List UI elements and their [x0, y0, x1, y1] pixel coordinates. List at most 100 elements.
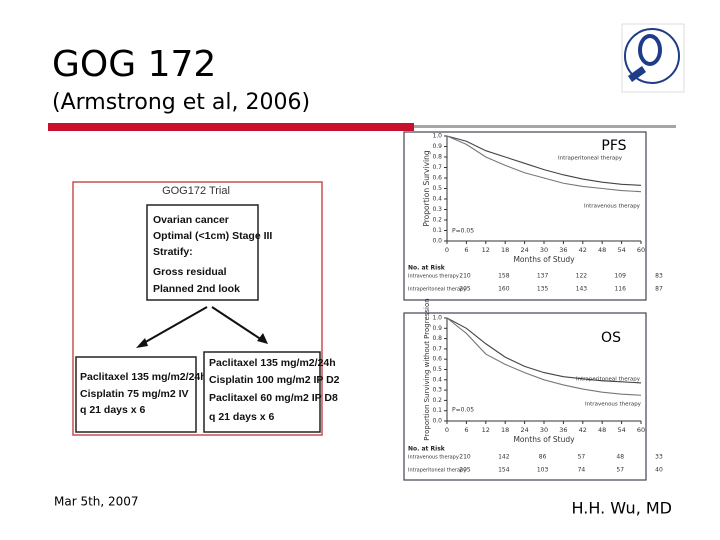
curve-label: Intraperitoneal therapy — [576, 377, 641, 383]
curve-label: Intraperitoneal therapy — [558, 156, 623, 162]
x-tick-label: 54 — [617, 426, 625, 434]
risk-count: 33 — [655, 454, 663, 461]
y-tick-label: 0.5 — [432, 185, 442, 192]
risk-count: 143 — [576, 286, 588, 293]
risk-count: 116 — [614, 286, 626, 293]
y-tick-label: 0.2 — [432, 217, 442, 224]
rule-red — [48, 123, 414, 131]
y-tick-label: 1.0 — [432, 133, 442, 140]
risk-count: 86 — [539, 454, 547, 461]
x-tick-label: 54 — [617, 246, 625, 254]
chart-tag: OS — [601, 330, 621, 346]
x-tick-label: 48 — [598, 426, 606, 434]
y-tick-label: 0.2 — [432, 397, 442, 404]
x-tick-label: 42 — [579, 426, 587, 434]
p-value: P=0.05 — [452, 228, 474, 235]
x-tick-label: 24 — [520, 246, 528, 254]
x-axis-label: Months of Study — [513, 435, 575, 444]
curve-label: Intravenous therapy — [584, 204, 641, 210]
risk-count: 122 — [576, 273, 588, 280]
x-tick-label: 30 — [540, 426, 548, 434]
y-tick-label: 0.7 — [432, 164, 442, 171]
y-tick-label: 0.0 — [432, 418, 442, 425]
x-tick-label: 12 — [482, 246, 490, 254]
chart-tag-bg — [596, 137, 632, 155]
risk-count: 205 — [459, 286, 471, 293]
y-tick-label: 0.4 — [432, 376, 442, 383]
risk-count: 210 — [459, 273, 471, 280]
risk-count: 83 — [655, 273, 663, 280]
x-tick-label: 48 — [598, 246, 606, 254]
eligibility-line: Stratify: — [153, 246, 193, 258]
survival-curve — [446, 135, 642, 193]
x-tick-label: 36 — [559, 246, 567, 254]
slide-title: GOG 172 — [52, 44, 216, 85]
logo — [621, 23, 685, 93]
footer-author: H.H. Wu, MD — [572, 499, 672, 518]
survival-curve — [446, 317, 642, 384]
risk-count: 87 — [655, 286, 663, 293]
curve-label: Intravenous therapy — [585, 402, 642, 408]
eligibility-line: Optimal (<1cm) Stage III — [153, 230, 272, 242]
risk-table-title: No. at Risk — [408, 446, 446, 453]
diagram-title: GOG172 Trial — [162, 185, 230, 197]
y-tick-label: 0.9 — [432, 143, 442, 150]
risk-count: 74 — [578, 467, 586, 474]
x-tick-label: 6 — [464, 246, 468, 254]
x-tick-label: 36 — [559, 426, 567, 434]
risk-count: 142 — [498, 454, 510, 461]
x-tick-label: 6 — [464, 426, 468, 434]
eligibility-line: Gross residual — [153, 266, 227, 278]
risk-count: 210 — [459, 454, 471, 461]
arm-line: Cisplatin 100 mg/m2 IP D2 — [209, 374, 340, 386]
arrow-head — [136, 338, 148, 348]
x-tick-label: 42 — [579, 246, 587, 254]
y-tick-label: 0.1 — [432, 227, 442, 234]
risk-table-title: No. at Risk — [408, 265, 446, 272]
trial-diagram: GOG172 Trial Ovarian cancer Optimal (<1c… — [72, 181, 340, 436]
x-tick-label: 60 — [637, 246, 645, 254]
eligibility-line: Ovarian cancer — [153, 214, 229, 226]
risk-row-label: Intravenous therapy — [408, 274, 459, 280]
risk-count: 103 — [537, 467, 549, 474]
arm-line: Paclitaxel 135 mg/m2/24h — [209, 357, 336, 369]
x-tick-label: 60 — [637, 426, 645, 434]
footer-date: Mar 5th, 2007 — [54, 495, 139, 509]
x-tick-label: 0 — [445, 426, 449, 434]
y-tick-label: 0.1 — [432, 407, 442, 414]
survival-curve — [446, 317, 642, 396]
survival-curve — [446, 135, 642, 186]
chart-tag-bg — [593, 329, 629, 347]
y-tick-label: 0.6 — [432, 175, 442, 182]
risk-count: 57 — [578, 454, 586, 461]
y-tick-label: 0.8 — [432, 335, 442, 342]
y-tick-label: 0.3 — [432, 387, 442, 394]
arm-line: Paclitaxel 60 mg/m2 IP D8 — [209, 392, 338, 404]
arrow — [141, 306, 208, 345]
risk-count: 137 — [537, 273, 549, 280]
arm-line: q 21 days x 6 — [209, 411, 275, 423]
y-tick-label: 0.7 — [432, 345, 442, 352]
x-tick-label: 18 — [501, 426, 509, 434]
risk-count: 160 — [498, 286, 510, 293]
risk-count: 158 — [498, 273, 510, 280]
risk-count: 40 — [655, 467, 663, 474]
y-tick-label: 0.5 — [432, 366, 442, 373]
y-tick-label: 0.4 — [432, 196, 442, 203]
eligibility-line: Planned 2nd look — [153, 283, 240, 295]
risk-count: 48 — [616, 454, 624, 461]
y-tick-label: 0.8 — [432, 154, 442, 161]
x-tick-label: 0 — [445, 246, 449, 254]
risk-row-label: Intraperitoneal therapy — [408, 287, 466, 293]
arm-line: Cisplatin 75 mg/m2 IV — [80, 388, 189, 400]
risk-count: 57 — [616, 467, 624, 474]
x-tick-label: 18 — [501, 246, 509, 254]
x-tick-label: 24 — [520, 426, 528, 434]
risk-count: 205 — [459, 467, 471, 474]
x-axis-label: Months of Study — [513, 255, 575, 264]
slide-subtitle: (Armstrong et al, 2006) — [52, 90, 310, 115]
y-axis-label: Proportion Surviving — [422, 150, 431, 226]
y-tick-label: 0.6 — [432, 356, 442, 363]
chart-tag: PFS — [601, 138, 626, 154]
